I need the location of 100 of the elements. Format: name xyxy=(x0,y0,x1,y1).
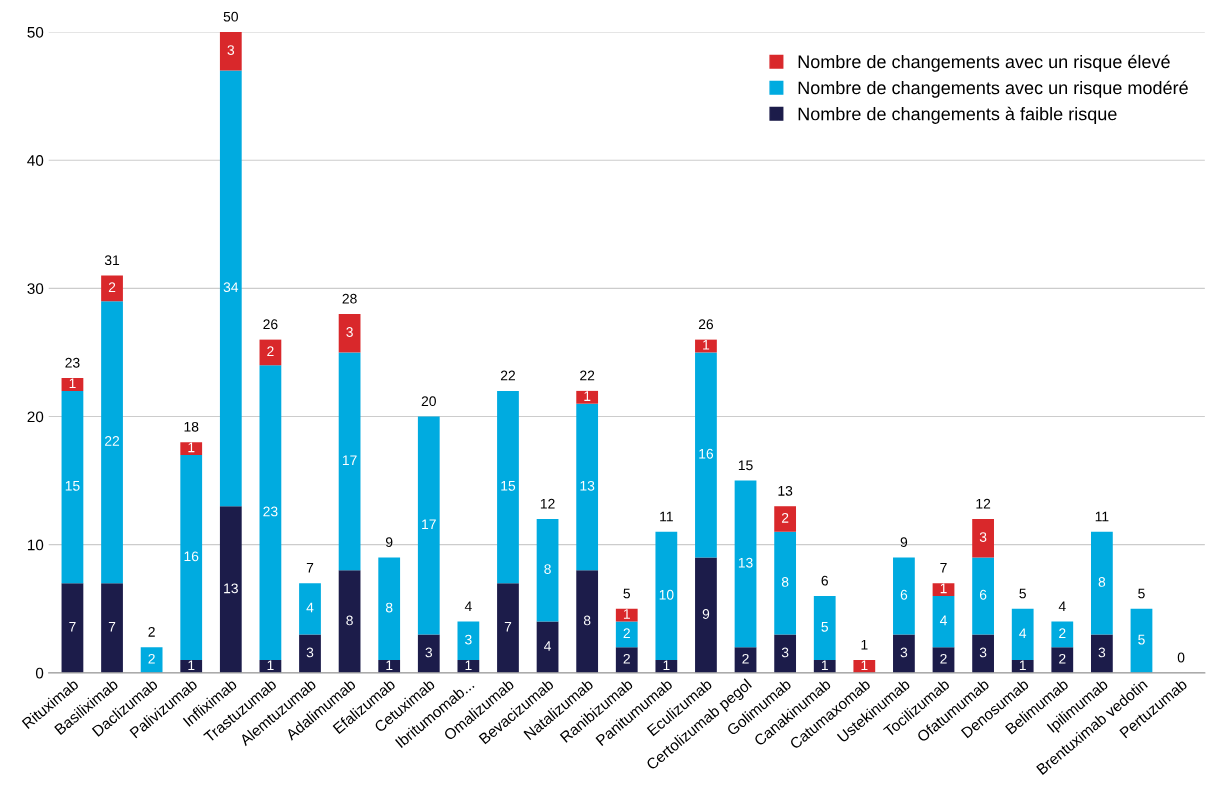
y-tick-label: 10 xyxy=(27,539,44,551)
y-tick-label: 40 xyxy=(27,155,44,166)
y-tick-label: 0 xyxy=(35,667,44,679)
data-label: 2 xyxy=(742,653,749,664)
bar xyxy=(932,595,955,648)
data-label: 8 xyxy=(583,615,591,626)
y-tick-label: 50 xyxy=(27,26,44,38)
bar xyxy=(893,557,915,635)
bar xyxy=(576,390,599,404)
data-label: 2 xyxy=(1059,653,1066,664)
total-label: 31 xyxy=(104,255,120,266)
data-label: 15 xyxy=(501,481,516,491)
total-label: 13 xyxy=(778,485,793,496)
total-label: 22 xyxy=(500,370,515,381)
bar xyxy=(101,583,123,673)
data-label: 7 xyxy=(108,622,116,632)
bar xyxy=(615,608,638,622)
total-label: 11 xyxy=(660,511,673,522)
bar xyxy=(536,621,559,673)
total-label: 12 xyxy=(976,498,991,509)
data-label: 3 xyxy=(306,647,314,658)
data-label: 2 xyxy=(148,653,155,664)
data-label: 4 xyxy=(939,615,947,626)
total-label: 5 xyxy=(623,588,631,599)
total-label: 9 xyxy=(900,537,908,548)
data-label: 6 xyxy=(900,589,908,600)
bar xyxy=(457,621,480,661)
bar xyxy=(1051,621,1074,648)
bar xyxy=(813,595,836,661)
bar xyxy=(774,531,797,635)
data-label: 3 xyxy=(346,327,353,337)
bar xyxy=(932,583,955,596)
legend-label: Nombre de changements avec un risque élevé xyxy=(798,54,1170,72)
bar xyxy=(219,506,242,673)
data-label: 3 xyxy=(227,45,235,55)
y-tick-label: 20 xyxy=(27,411,44,423)
data-label: 8 xyxy=(346,615,353,626)
total-label: 4 xyxy=(1058,601,1066,611)
data-label: 3 xyxy=(979,532,987,542)
bar xyxy=(140,647,163,673)
bar xyxy=(338,570,361,673)
total-label: 2 xyxy=(148,626,155,637)
total-label: 0 xyxy=(1177,652,1185,663)
y-tick-label: 30 xyxy=(27,283,44,295)
total-label: 7 xyxy=(306,563,314,573)
bar xyxy=(1091,531,1113,635)
data-label: 5 xyxy=(821,622,829,632)
data-label: 2 xyxy=(781,512,789,523)
data-label: 4 xyxy=(306,602,314,613)
data-label: 1 xyxy=(1019,660,1026,671)
bar xyxy=(378,557,401,661)
bar xyxy=(259,365,282,661)
bar xyxy=(259,339,282,366)
data-label: 8 xyxy=(385,602,393,613)
data-label: 1 xyxy=(663,660,670,671)
data-label: 3 xyxy=(1098,647,1106,658)
legend-label: Nombre de changements avec un risque modéré xyxy=(798,80,1188,98)
bar xyxy=(774,634,797,673)
bar xyxy=(338,352,361,571)
total-label: 50 xyxy=(223,11,238,22)
bar xyxy=(576,403,599,571)
total-label: 28 xyxy=(342,293,357,304)
bar xyxy=(101,301,123,584)
data-label: 1 xyxy=(188,660,195,671)
total-label: 18 xyxy=(184,421,199,432)
bar xyxy=(338,313,361,353)
bar xyxy=(497,583,519,673)
total-label: 26 xyxy=(263,319,278,330)
data-label: 2 xyxy=(623,628,630,638)
data-label: 1 xyxy=(623,609,630,619)
data-label: 5 xyxy=(1138,634,1145,645)
data-label: 8 xyxy=(781,577,789,587)
bar xyxy=(219,32,242,71)
total-label: 26 xyxy=(698,319,714,330)
data-label: 7 xyxy=(69,622,76,632)
bar xyxy=(101,275,123,302)
data-label: 1 xyxy=(584,391,591,401)
bar xyxy=(734,480,757,648)
data-label: 16 xyxy=(699,448,714,459)
bar xyxy=(655,531,678,661)
total-label: 23 xyxy=(65,357,80,368)
data-label: 2 xyxy=(623,653,630,664)
data-label: 3 xyxy=(979,647,987,658)
legend-label: Nombre de changements à faible risque xyxy=(798,106,1117,124)
bar xyxy=(1091,634,1113,673)
total-label: 7 xyxy=(940,563,947,573)
data-label: 34 xyxy=(223,282,239,293)
bar xyxy=(299,583,321,635)
data-label: 8 xyxy=(544,564,551,575)
bar xyxy=(695,352,717,558)
bar xyxy=(972,634,994,673)
data-label: 1 xyxy=(821,660,828,671)
data-label: 1 xyxy=(703,340,710,350)
total-label: 1 xyxy=(861,639,868,650)
data-label: 1 xyxy=(69,378,76,389)
bar xyxy=(972,519,994,558)
data-label: 3 xyxy=(465,634,472,645)
bar xyxy=(180,454,203,661)
data-label: 3 xyxy=(781,647,789,658)
data-label: 1 xyxy=(861,660,868,671)
